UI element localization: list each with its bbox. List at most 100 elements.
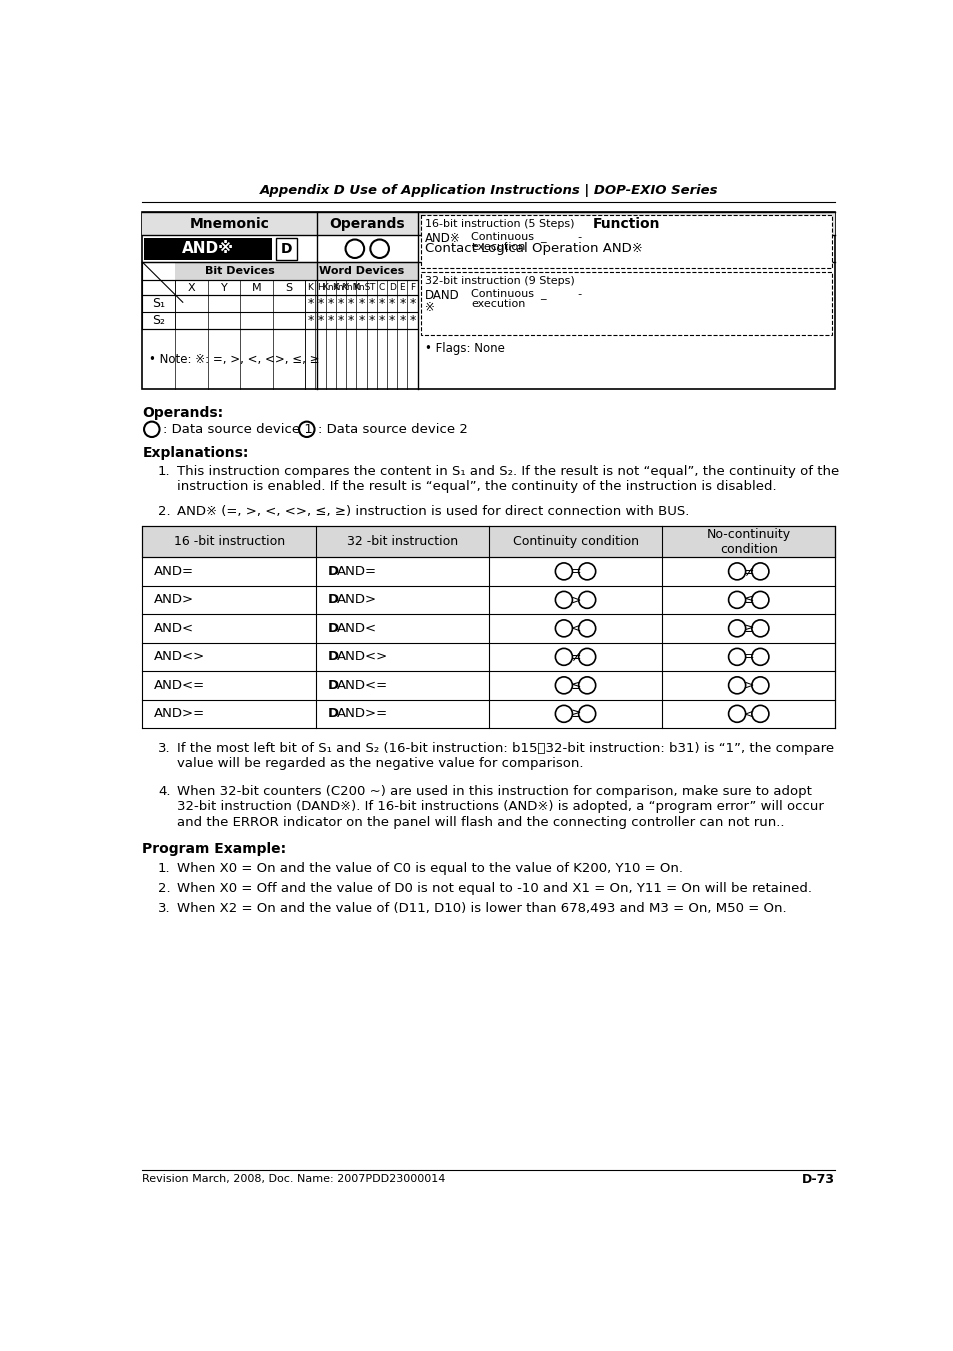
Text: instruction is enabled. If the result is “equal”, the continuity of the instruct: instruction is enabled. If the result is…: [177, 480, 776, 493]
Text: C: C: [378, 284, 385, 292]
Text: AND<: AND<: [154, 621, 194, 635]
Text: Operands: Operands: [329, 216, 405, 231]
Text: F: F: [410, 284, 415, 292]
Text: *: *: [398, 297, 405, 311]
Text: S₂: S₂: [152, 315, 165, 327]
Text: 1.: 1.: [158, 465, 171, 478]
Bar: [174, 262, 305, 280]
Text: AND=: AND=: [154, 565, 193, 578]
Text: AND※: AND※: [425, 232, 460, 245]
Text: *: *: [389, 297, 395, 311]
Text: *: *: [307, 315, 314, 327]
Text: Explanations:: Explanations:: [142, 446, 249, 461]
Text: *: *: [358, 315, 364, 327]
Text: AND<>: AND<>: [336, 650, 388, 663]
Text: AND>=: AND>=: [154, 708, 205, 720]
Text: ≥: ≥: [742, 621, 753, 635]
Text: value will be regarded as the negative value for comparison.: value will be regarded as the negative v…: [177, 758, 583, 770]
Text: 16-bit instruction (5 Steps): 16-bit instruction (5 Steps): [425, 219, 575, 230]
Text: • Note: ※: =, >, <, <>, ≤, ≥: • Note: ※: =, >, <, <>, ≤, ≥: [149, 353, 319, 366]
Text: D: D: [327, 650, 338, 663]
Text: DAND: DAND: [425, 289, 459, 303]
Text: ≤: ≤: [570, 678, 580, 692]
Text: *: *: [327, 315, 334, 327]
Text: AND<=: AND<=: [336, 678, 387, 692]
Text: *: *: [307, 297, 314, 311]
Text: *: *: [368, 297, 375, 311]
Bar: [305, 262, 417, 280]
Text: S₁: S₁: [152, 297, 165, 311]
Text: Function: Function: [592, 216, 659, 231]
Text: K: K: [307, 284, 313, 292]
Text: Program Example:: Program Example:: [142, 842, 286, 857]
Text: *: *: [378, 315, 385, 327]
Text: D-73: D-73: [801, 1173, 835, 1186]
Text: D: D: [327, 565, 338, 578]
Text: AND>=: AND>=: [336, 708, 387, 720]
Text: =: =: [742, 650, 753, 663]
Text: 32-bit instruction (9 Steps): 32-bit instruction (9 Steps): [425, 276, 575, 286]
Text: When X2 = On and the value of (D11, D10) is lower than 678,493 and M3 = On, M50 : When X2 = On and the value of (D11, D10)…: [177, 902, 786, 915]
Text: • Flags: None: • Flags: None: [425, 342, 505, 354]
Text: No-continuity
condition: No-continuity condition: [706, 528, 790, 555]
Text: KnX: KnX: [321, 284, 339, 292]
Text: 2.: 2.: [158, 505, 171, 517]
Text: 3.: 3.: [158, 902, 171, 915]
Text: *: *: [409, 297, 416, 311]
Text: 1.: 1.: [158, 862, 171, 875]
Text: : Data source device 1: : Data source device 1: [162, 423, 313, 436]
Text: *: *: [317, 297, 323, 311]
Text: Continuous  _         -: Continuous _ -: [471, 231, 581, 242]
Text: *: *: [317, 315, 323, 327]
Text: D: D: [327, 593, 338, 607]
Text: *: *: [368, 315, 375, 327]
Text: Revision March, 2008, Doc. Name: 2007PDD23000014: Revision March, 2008, Doc. Name: 2007PDD…: [142, 1174, 445, 1185]
Text: Appendix D Use of Application Instructions | DOP-EXIO Series: Appendix D Use of Application Instructio…: [259, 184, 718, 197]
Text: *: *: [358, 297, 364, 311]
Text: ≤: ≤: [742, 593, 753, 607]
Text: *: *: [337, 297, 344, 311]
Text: *: *: [337, 315, 344, 327]
Bar: [144, 238, 272, 259]
Text: >: >: [742, 678, 753, 692]
Text: *: *: [398, 315, 405, 327]
Text: =: =: [570, 565, 580, 578]
Text: 2.: 2.: [158, 882, 171, 896]
Text: execution: execution: [471, 299, 525, 309]
Text: <: <: [570, 621, 580, 635]
Text: AND※ (=, >, <, <>, ≤, ≥) instruction is used for direct connection with BUS.: AND※ (=, >, <, <>, ≤, ≥) instruction is …: [177, 505, 689, 517]
Text: M: M: [252, 282, 261, 293]
Text: X: X: [188, 282, 195, 293]
Text: D: D: [327, 621, 338, 635]
Text: AND=: AND=: [336, 565, 376, 578]
Text: : Data source device 2: : Data source device 2: [317, 423, 467, 436]
Text: execution: execution: [471, 242, 525, 253]
Bar: [420, 215, 831, 267]
Text: *: *: [389, 315, 395, 327]
Text: H: H: [316, 284, 324, 292]
Text: AND>: AND>: [154, 593, 194, 607]
Text: KnY: KnY: [333, 284, 349, 292]
Text: AND※: AND※: [182, 242, 233, 257]
Text: and the ERROR indicator on the panel will flash and the connecting controller ca: and the ERROR indicator on the panel wil…: [177, 816, 784, 830]
Text: T: T: [369, 284, 374, 292]
Text: ※: ※: [425, 301, 435, 315]
Text: If the most left bit of S₁ and S₂ (16-bit instruction: b15、32-bit instruction: b: If the most left bit of S₁ and S₂ (16-bi…: [177, 742, 834, 755]
Bar: [142, 527, 835, 557]
Text: AND>: AND>: [336, 593, 376, 607]
Text: 32-bit instruction (DAND※). If 16-bit instructions (AND※) is adopted, a “program: 32-bit instruction (DAND※). If 16-bit in…: [177, 800, 823, 813]
Text: 32 -bit instruction: 32 -bit instruction: [346, 535, 457, 549]
Text: *: *: [348, 297, 354, 311]
Text: This instruction compares the content in S₁ and S₂. If the result is not “equal”: This instruction compares the content in…: [177, 465, 839, 478]
Text: AND<=: AND<=: [154, 678, 205, 692]
Text: E: E: [399, 284, 405, 292]
Text: Continuity condition: Continuity condition: [512, 535, 638, 549]
Text: When 32-bit counters (C200 ~) are used in this instruction for comparison, make : When 32-bit counters (C200 ~) are used i…: [177, 785, 811, 798]
Text: Contact Logical Operation AND※: Contact Logical Operation AND※: [425, 242, 642, 255]
Text: ≠: ≠: [742, 565, 753, 578]
Text: *: *: [409, 315, 416, 327]
Text: Y: Y: [220, 282, 227, 293]
Bar: [142, 212, 835, 235]
Text: Bit Devices: Bit Devices: [205, 266, 274, 276]
Text: *: *: [348, 315, 354, 327]
